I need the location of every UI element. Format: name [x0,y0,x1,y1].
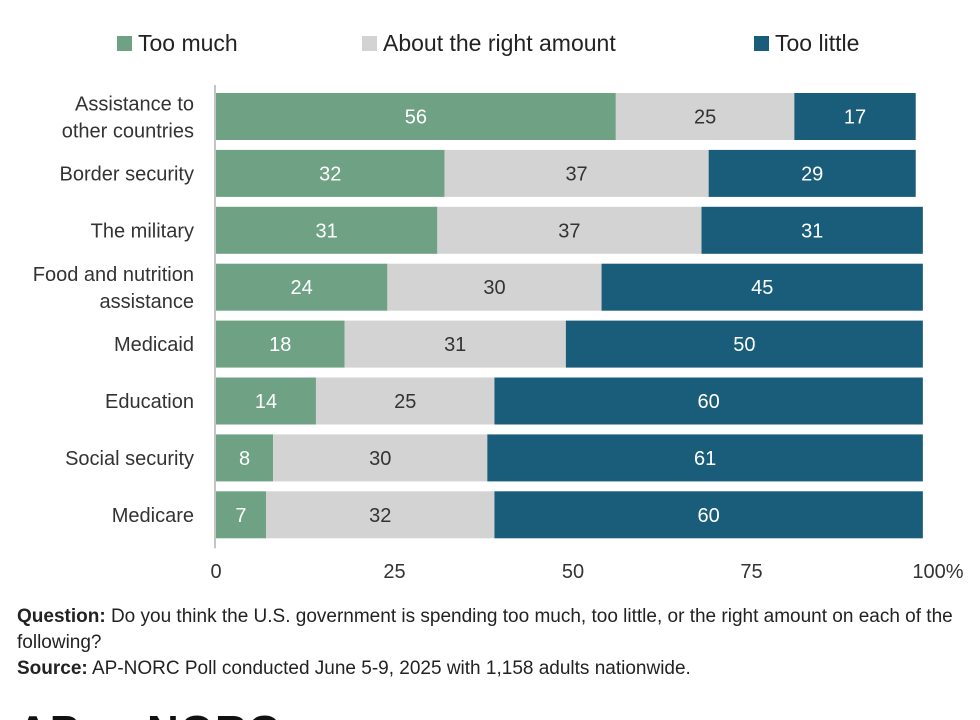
legend-label-right-amount: About the right amount [383,30,616,56]
data-label: 29 [801,163,823,185]
category-label: Assistance to other countries [62,94,194,143]
bar-segment [216,206,438,254]
bar-segment [615,93,795,140]
data-label: 18 [269,334,291,356]
data-label: 50 [733,334,755,356]
legend-item-right-amount: About the right amount [362,30,616,57]
legend-item-too-little: Too little [754,30,859,57]
legend-swatch-too-much [117,36,132,51]
category-label: Food and nutrition assistance [33,264,194,313]
bar-segment [487,434,923,482]
category-label: Education [105,391,194,413]
data-label: 32 [319,163,341,185]
bar-segment [601,263,923,311]
data-label: 61 [694,448,716,470]
bar-segment [708,149,916,197]
bar-segment [315,377,495,425]
data-label: 32 [369,505,391,527]
category-label: Border security [60,163,195,185]
bar-segment [216,93,616,140]
bar-segment [701,206,923,254]
source-label: Source: [17,658,88,679]
source-note: Source: AP-NORC Poll conducted June 5-9,… [17,656,967,682]
data-label: 37 [558,220,580,242]
category-label: Medicaid [114,334,194,356]
x-tick-label: 75 [740,561,762,583]
bar-segment [273,434,488,482]
data-label: 60 [698,391,720,413]
data-label: 30 [369,448,391,470]
data-label: 31 [801,220,823,242]
bar-segment [494,377,923,425]
data-label: 25 [394,391,416,413]
x-tick-label: 0 [210,561,221,583]
category-label: Social security [65,448,194,470]
source-text: AP-NORC Poll conducted June 5-9, 2025 wi… [87,658,691,679]
question-label: Question: [17,606,106,627]
data-label: 45 [751,277,773,299]
legend-swatch-right-amount [362,36,377,51]
chart-notes: Question: Do you think the U.S. governme… [17,604,967,682]
bar-segment [494,491,923,539]
bar-segment [387,263,602,311]
bar-segment [437,206,702,254]
bar-segment [794,93,916,140]
data-label: 7 [235,505,246,527]
data-label: 25 [694,107,716,129]
data-label: 37 [565,163,587,185]
bar-segment [444,149,709,197]
bar-segment [216,320,345,368]
question-note: Question: Do you think the U.S. governme… [17,604,967,656]
logo-ap-text: AP [17,710,80,720]
data-label: 24 [291,277,313,299]
x-tick-label: 100% [912,561,963,583]
logo-norc-text: NORC [147,710,281,720]
data-label: 56 [405,107,427,129]
data-label: 30 [483,277,505,299]
ap-norc-logo: AP NORC [17,706,347,720]
data-label: 60 [698,505,720,527]
question-text: Do you think the U.S. government is spen… [17,606,953,653]
bar-segment [344,320,566,368]
data-label: 14 [255,391,277,413]
legend-swatch-too-little [754,36,769,51]
data-label: 8 [239,448,250,470]
category-label: The military [91,220,194,242]
bar-segment [216,377,316,425]
legend-label-too-much: Too much [138,30,238,56]
data-label: 31 [444,334,466,356]
stacked-bar-chart: Assistance to other countries 56 25 17 Border… [33,85,964,583]
x-tick-label: 25 [383,561,405,583]
bar-segment [216,149,445,197]
chart-legend: Too much About the right amount Too litt… [0,30,980,64]
data-label: 31 [316,220,338,242]
category-label: Medicare [112,505,194,527]
bar-segment [216,491,266,539]
bar-segment [216,263,388,311]
bar-segment [265,491,495,539]
data-label: 17 [844,107,866,129]
legend-item-too-much: Too much [117,30,238,57]
bar-segment [216,434,274,482]
x-tick-label: 50 [562,561,584,583]
bar-segment [565,320,923,368]
legend-label-too-little: Too little [775,30,860,56]
